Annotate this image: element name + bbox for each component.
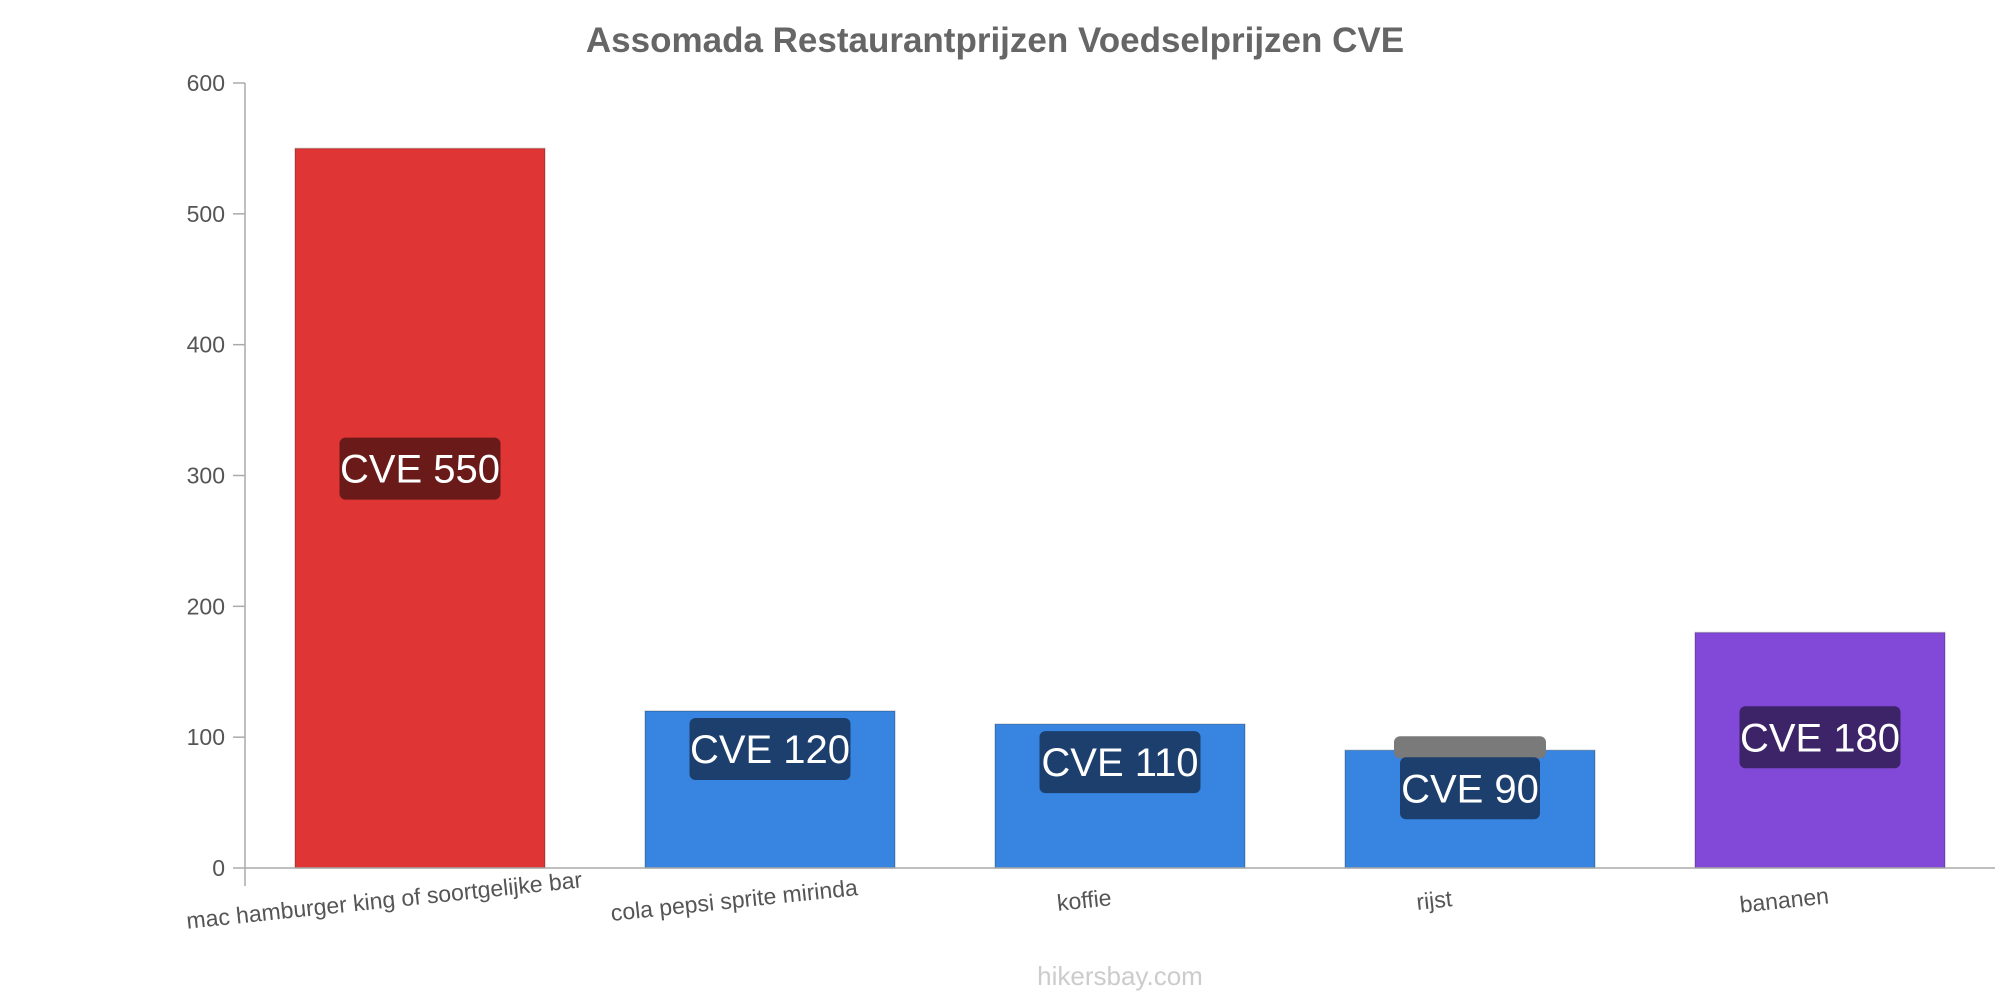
data-label-box — [1039, 731, 1201, 794]
y-tick-label: 300 — [187, 463, 225, 489]
x-axis: mac hamburger king of soortgelijke bar co… — [185, 866, 1995, 934]
data-label-box — [339, 437, 501, 500]
label-shadow-marker — [1394, 736, 1546, 759]
chart-title: Assomada Restaurantprijzen Voedselprijze… — [586, 21, 1404, 60]
data-label-3: CVE 90 — [1400, 757, 1540, 820]
data-label-text: CVE 110 — [1041, 741, 1198, 785]
data-label-text: CVE 90 — [1401, 767, 1539, 811]
data-label-box — [1739, 706, 1901, 769]
y-tick-label: 100 — [187, 724, 225, 750]
data-label-2: CVE 110 — [1039, 731, 1201, 794]
x-tick-label: bananen — [1738, 882, 1830, 917]
data-label-box — [1400, 757, 1540, 820]
watermark: hikersbay.com — [1037, 961, 1203, 991]
data-label-4: CVE 180 — [1739, 706, 1901, 769]
y-tick-label: 400 — [187, 332, 225, 358]
y-tick-label: 500 — [187, 201, 225, 227]
data-label-0: CVE 550 — [339, 437, 501, 500]
y-tick-label: 600 — [187, 70, 225, 96]
y-axis: 0 100 200 300 400 500 600 — [187, 70, 246, 886]
x-tick-label: rijst — [1415, 885, 1454, 915]
bars-group: CVE 550 CVE 120 CVE 110 CVE 90 CVE 180 — [294, 147, 1946, 869]
data-label-text: CVE 550 — [340, 448, 500, 492]
x-tick-label: koffie — [1056, 884, 1113, 916]
y-tick-label: 0 — [212, 855, 225, 881]
data-label-1: CVE 120 — [689, 718, 851, 780]
data-label-box — [689, 718, 851, 780]
data-label-text: CVE 180 — [1740, 716, 1900, 760]
y-tick-label: 200 — [187, 593, 225, 619]
data-label-text: CVE 120 — [690, 728, 850, 772]
bar-0 — [294, 147, 546, 869]
x-tick-label: cola pepsi sprite mirinda — [609, 874, 859, 926]
